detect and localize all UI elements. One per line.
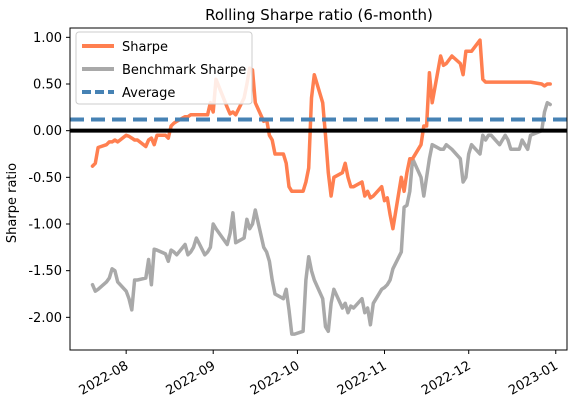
legend-sharpe-label: Sharpe: [122, 40, 168, 55]
y-tick-label: 0.00: [33, 124, 62, 139]
legend: Sharpe Benchmark Sharpe Average: [75, 31, 253, 105]
y-tick-label: -0.50: [28, 171, 62, 186]
benchmark-sharpe-series-line: [90, 100, 552, 336]
y-tick-label: -1.50: [28, 264, 62, 279]
chart-title: Rolling Sharpe ratio (6-month): [205, 6, 433, 24]
y-tick-label: -2.00: [28, 311, 62, 326]
y-axis-label: Sharpe ratio: [5, 163, 20, 243]
legend-average-label: Average: [122, 86, 175, 101]
x-tick-label: 2023-01: [506, 358, 561, 398]
x-axis: 2022-08 2022-09 2022-10 2022-11 2022-12 2023-…: [77, 350, 561, 399]
plot-frame: [69, 27, 568, 351]
x-tick-label: 2022-10: [248, 358, 303, 398]
x-tick-label: 2022-12: [419, 358, 474, 398]
sharpe-series-line: [90, 38, 552, 231]
legend-box: [75, 31, 253, 105]
legend-benchmark-sharpe-label: Benchmark Sharpe: [122, 63, 246, 78]
y-axis: 1.00 0.50 0.00 -0.50 -1.00 -1.50 -2.00: [28, 31, 70, 326]
plot-area: [70, 38, 567, 336]
x-tick-label: 2022-08: [77, 358, 132, 398]
x-tick-label: 2022-11: [335, 358, 390, 398]
x-tick-label: 2022-09: [164, 358, 219, 398]
y-tick-label: 0.50: [33, 78, 62, 93]
y-tick-label: -1.00: [28, 218, 62, 233]
y-tick-label: 1.00: [33, 31, 62, 46]
